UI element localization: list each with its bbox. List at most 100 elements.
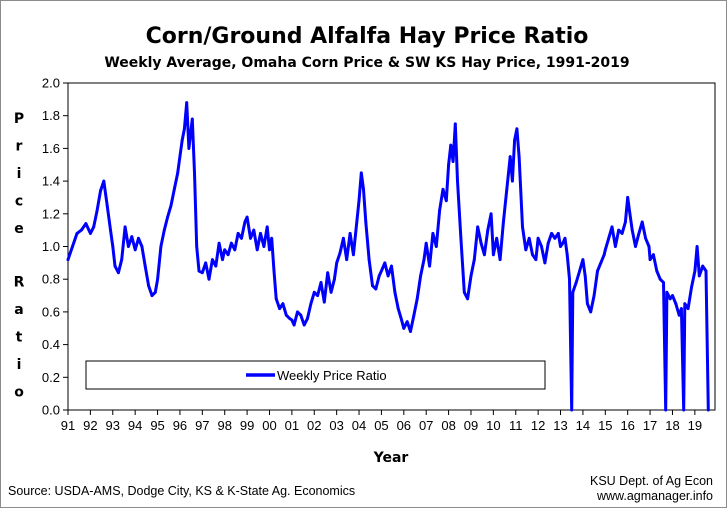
data-point (262, 245, 266, 248)
data-point (664, 408, 668, 412)
data-point (348, 232, 352, 235)
data-point (296, 310, 299, 314)
y-axis-label-letter: P (14, 111, 24, 127)
data-point (695, 245, 699, 248)
data-point (550, 232, 553, 235)
x-tick-label: 95 (150, 418, 164, 433)
data-point (249, 236, 252, 240)
x-tick-label: 08 (441, 418, 455, 433)
x-tick-label: 93 (106, 418, 120, 433)
data-point (508, 155, 512, 159)
data-point (278, 307, 281, 310)
data-point (193, 171, 196, 175)
y-tick-label: 0.6 (42, 304, 60, 319)
data-point (226, 253, 230, 257)
data-point (338, 251, 342, 255)
data-point (84, 222, 88, 226)
x-tick-label: 94 (128, 418, 142, 433)
data-point (614, 245, 617, 248)
data-point (524, 248, 528, 252)
data-point (419, 274, 422, 278)
data-point (233, 248, 237, 252)
data-point (243, 220, 247, 224)
x-tick-label: 13 (553, 418, 567, 433)
data-point (409, 330, 412, 333)
data-point (634, 245, 637, 248)
data-point (466, 297, 469, 301)
data-point (180, 138, 184, 142)
data-point (284, 313, 288, 317)
data-point (546, 241, 550, 245)
data-point (620, 232, 624, 235)
footer-credit-dept: KSU Dept. of Ag Econ (590, 474, 713, 488)
data-point (288, 317, 291, 320)
data-point (412, 313, 416, 317)
data-point (345, 258, 349, 261)
data-point (113, 264, 117, 268)
data-point (123, 225, 127, 229)
data-point (367, 258, 371, 261)
data-point (312, 290, 316, 294)
data-point (428, 264, 431, 268)
footer-source: Source: USDA-AMS, Dodge City, KS & K-Sta… (8, 484, 355, 498)
data-point (628, 212, 632, 216)
data-point (272, 269, 276, 273)
data-point (302, 323, 306, 327)
x-tick-label: 09 (464, 418, 478, 433)
x-tick-label: 12 (531, 418, 545, 433)
y-tick-label: 1.0 (42, 239, 60, 254)
data-point (451, 160, 455, 163)
data-point (581, 258, 585, 261)
chart-title: Corn/Ground Alfalfa Hay Price Ratio (146, 24, 589, 49)
data-point (117, 271, 120, 275)
data-point (187, 147, 191, 150)
data-point (462, 290, 466, 294)
y-axis-label-letter: e (14, 221, 24, 237)
data-point (472, 258, 476, 261)
y-tick-label: 1.8 (42, 108, 60, 123)
data-point (326, 271, 330, 275)
legend-label: Weekly Price Ratio (277, 368, 387, 383)
data-point (159, 245, 163, 248)
data-point (75, 232, 79, 235)
series-layer (66, 101, 710, 412)
data-point (111, 245, 115, 248)
data-point (586, 302, 589, 306)
data-point (441, 187, 445, 191)
x-tick-label: 19 (688, 418, 702, 433)
data-point (120, 258, 124, 261)
data-point (162, 228, 166, 232)
data-point (447, 163, 450, 167)
data-point (626, 196, 630, 199)
data-point (99, 189, 102, 193)
data-point (422, 258, 426, 261)
footer-credit-url: www.agmanager.info (596, 489, 713, 503)
y-axis-label-letter: a (14, 302, 23, 318)
data-point (568, 277, 571, 281)
y-tick-label: 0.8 (42, 272, 60, 287)
x-tick-label: 14 (576, 418, 590, 433)
data-point (617, 228, 621, 232)
x-tick-label: 00 (262, 418, 276, 433)
data-point (380, 269, 383, 273)
data-point (150, 294, 154, 297)
data-point (190, 117, 194, 121)
data-point (130, 235, 134, 239)
data-point (658, 277, 662, 281)
x-tick-label: 11 (509, 418, 523, 433)
data-point (355, 220, 359, 224)
x-axis-ticks: 91 92 93 94 95 96 97 98 99 00 01 02 03 04 05 06 07 08 09 10… (61, 410, 702, 433)
data-point (662, 281, 665, 284)
data-point (505, 187, 509, 191)
x-tick-label: 03 (329, 418, 343, 433)
data-point (274, 297, 278, 301)
y-tick-label: 1.2 (42, 206, 60, 221)
data-point (671, 294, 674, 297)
y-tick-label: 1.6 (42, 141, 60, 156)
data-point (143, 264, 147, 268)
data-point (371, 284, 374, 288)
data-point (578, 269, 581, 273)
data-point (602, 253, 606, 257)
